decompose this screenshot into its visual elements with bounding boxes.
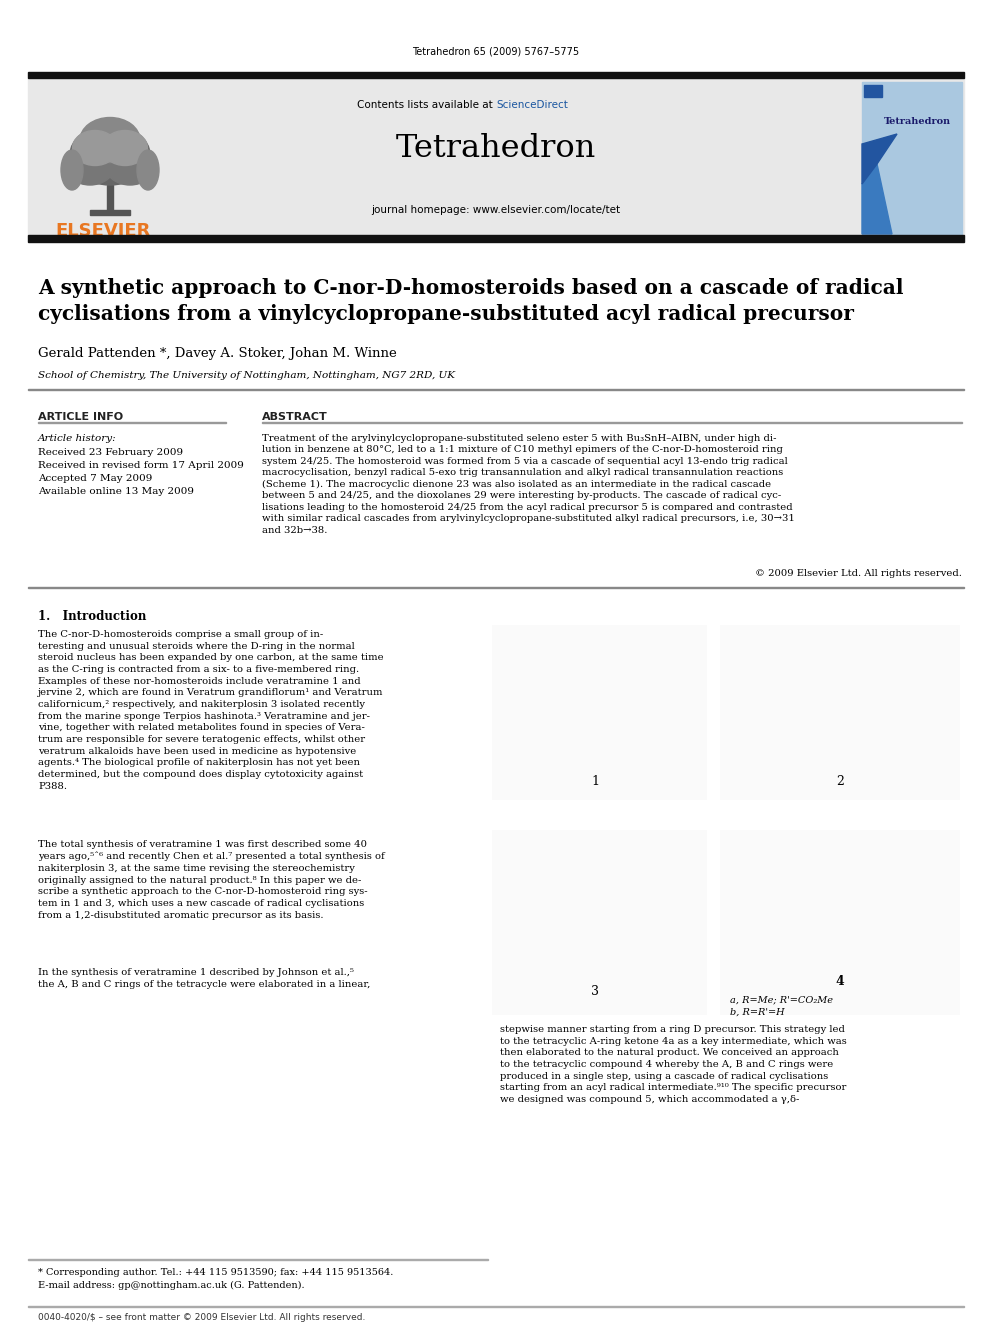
Text: Contents lists available at: Contents lists available at	[357, 101, 496, 110]
Text: 3: 3	[591, 986, 599, 998]
Polygon shape	[862, 164, 892, 234]
Text: School of Chemistry, The University of Nottingham, Nottingham, NG7 2RD, UK: School of Chemistry, The University of N…	[38, 370, 455, 380]
Ellipse shape	[80, 118, 140, 163]
Bar	[492, 830, 707, 1015]
Text: b, R=R'=H: b, R=R'=H	[730, 1008, 785, 1017]
Text: a, R=Me; R'=CO₂Me: a, R=Me; R'=CO₂Me	[730, 995, 833, 1004]
Text: Gerald Pattenden *, Davey A. Stoker, Johan M. Winne: Gerald Pattenden *, Davey A. Stoker, Joh…	[38, 347, 397, 360]
Text: Tetrahedron 65 (2009) 5767–5775: Tetrahedron 65 (2009) 5767–5775	[413, 46, 579, 56]
Text: 1.   Introduction: 1. Introduction	[38, 610, 147, 623]
Bar	[492, 624, 707, 800]
Polygon shape	[862, 134, 897, 184]
Text: Treatment of the arylvinylcyclopropane-substituted seleno ester 5 with Bu₃SnH–AI: Treatment of the arylvinylcyclopropane-s…	[262, 434, 795, 534]
Ellipse shape	[102, 131, 148, 165]
Text: * Corresponding author. Tel.: +44 115 9513590; fax: +44 115 9513564.: * Corresponding author. Tel.: +44 115 95…	[38, 1267, 394, 1277]
Text: Accepted 7 May 2009: Accepted 7 May 2009	[38, 474, 153, 483]
Bar	[90, 210, 130, 216]
Bar	[720, 830, 960, 1015]
Text: The C-nor-D-homosteroids comprise a small group of in-
teresting and unusual ste: The C-nor-D-homosteroids comprise a smal…	[38, 630, 384, 791]
Text: © 2009 Elsevier Ltd. All rights reserved.: © 2009 Elsevier Ltd. All rights reserved…	[755, 569, 962, 578]
Ellipse shape	[105, 146, 155, 185]
Ellipse shape	[72, 131, 117, 165]
Text: 0040-4020/$ – see front matter © 2009 Elsevier Ltd. All rights reserved.: 0040-4020/$ – see front matter © 2009 El…	[38, 1312, 365, 1322]
Text: E-mail address: gp@nottingham.ac.uk (G. Pattenden).: E-mail address: gp@nottingham.ac.uk (G. …	[38, 1281, 305, 1290]
Text: In the synthesis of veratramine 1 described by Johnson et al.,⁵
the A, B and C r: In the synthesis of veratramine 1 descri…	[38, 968, 370, 988]
Bar	[862, 82, 962, 234]
Text: ARTICLE INFO: ARTICLE INFO	[38, 411, 123, 422]
Text: 4: 4	[835, 975, 844, 988]
Text: journal homepage: www.elsevier.com/locate/tet: journal homepage: www.elsevier.com/locat…	[371, 205, 621, 216]
Bar	[28, 71, 964, 78]
Ellipse shape	[137, 149, 159, 191]
Text: 1: 1	[591, 775, 599, 789]
Text: 2: 2	[836, 775, 844, 789]
Text: The total synthesis of veratramine 1 was first described some 40
years ago,⁵ˆ⁶ a: The total synthesis of veratramine 1 was…	[38, 840, 385, 919]
Text: ScienceDirect: ScienceDirect	[496, 101, 567, 110]
Text: stepwise manner starting from a ring D precursor. This strategy led
to the tetra: stepwise manner starting from a ring D p…	[500, 1025, 847, 1103]
Text: A synthetic approach to C-nor-D-homosteroids based on a cascade of radical
cycli: A synthetic approach to C-nor-D-homoster…	[38, 278, 904, 324]
Bar	[864, 85, 882, 97]
Polygon shape	[107, 185, 113, 210]
Ellipse shape	[70, 124, 150, 185]
Text: Tetrahedron: Tetrahedron	[884, 116, 950, 126]
Ellipse shape	[65, 146, 115, 185]
Text: Tetrahedron: Tetrahedron	[396, 134, 596, 164]
Bar	[720, 624, 960, 800]
Ellipse shape	[61, 149, 83, 191]
Text: Available online 13 May 2009: Available online 13 May 2009	[38, 487, 194, 496]
Text: ABSTRACT: ABSTRACT	[262, 411, 327, 422]
Bar	[28, 235, 964, 242]
Text: ELSEVIER: ELSEVIER	[55, 222, 151, 239]
Text: Received in revised form 17 April 2009: Received in revised form 17 April 2009	[38, 460, 244, 470]
Text: Article history:: Article history:	[38, 434, 117, 443]
Text: Received 23 February 2009: Received 23 February 2009	[38, 448, 184, 456]
Bar	[28, 78, 964, 238]
